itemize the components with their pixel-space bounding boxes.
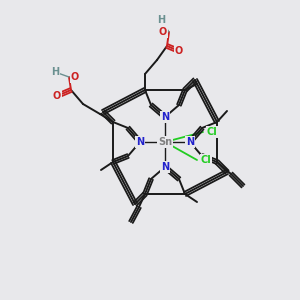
Text: O: O xyxy=(53,91,61,101)
Text: Cl: Cl xyxy=(201,155,212,165)
Text: H: H xyxy=(157,15,165,25)
Text: Sn: Sn xyxy=(158,137,172,147)
Text: O: O xyxy=(159,27,167,37)
Text: Cl: Cl xyxy=(207,127,218,137)
Text: O: O xyxy=(175,46,183,56)
Text: N: N xyxy=(136,137,144,147)
Text: O: O xyxy=(71,72,79,82)
Text: N: N xyxy=(161,162,169,172)
Text: H: H xyxy=(51,67,59,77)
Text: N: N xyxy=(161,112,169,122)
Text: N: N xyxy=(186,137,194,147)
